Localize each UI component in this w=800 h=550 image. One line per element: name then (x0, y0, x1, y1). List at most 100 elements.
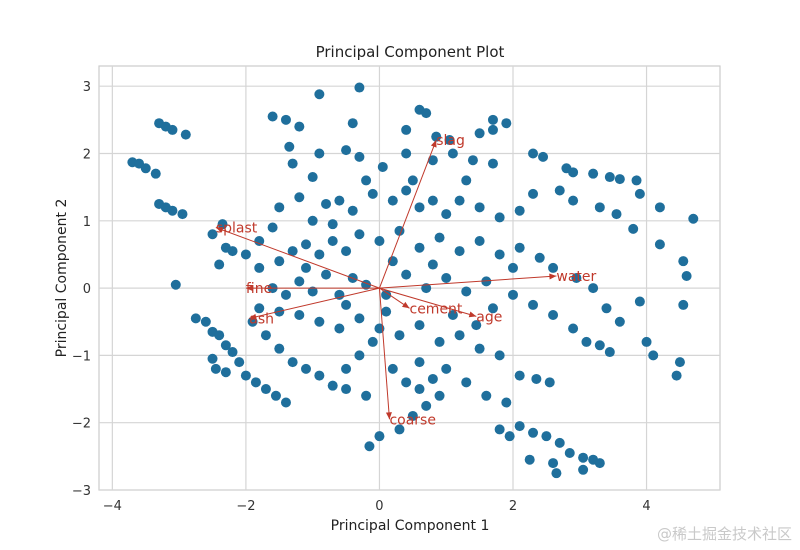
data-point (588, 168, 599, 179)
data-point (528, 427, 539, 438)
data-point (287, 158, 298, 169)
data-point (541, 431, 552, 442)
data-point (220, 340, 231, 351)
y-tick-label: 1 (83, 215, 91, 230)
data-point (401, 124, 412, 135)
data-point (364, 441, 375, 452)
data-point (361, 175, 372, 186)
data-point (594, 340, 605, 351)
vector-cement-arrowhead (402, 301, 410, 309)
data-point (421, 283, 432, 294)
data-point (427, 195, 438, 206)
data-point (314, 148, 325, 159)
data-point (514, 242, 525, 253)
data-point (528, 188, 539, 199)
data-point (467, 155, 478, 166)
data-point (454, 195, 465, 206)
data-point (578, 464, 589, 475)
data-point (177, 209, 188, 220)
y-tick-labels: −3 −2 −1 0 1 2 3 (72, 80, 91, 499)
data-point (531, 373, 542, 384)
data-point (594, 458, 605, 469)
data-point (551, 468, 562, 479)
vector-coarse-arrowhead (385, 412, 392, 420)
data-point (227, 246, 238, 257)
data-point (341, 363, 352, 374)
data-point (427, 155, 438, 166)
vector-water-arrowhead (549, 273, 557, 280)
data-point (341, 299, 352, 310)
vector-cement-label: cement (410, 301, 463, 317)
data-point (514, 205, 525, 216)
data-point (487, 158, 498, 169)
data-point (494, 350, 505, 361)
data-point (461, 175, 472, 186)
data-point (250, 377, 261, 388)
data-point (648, 350, 659, 361)
data-point (314, 249, 325, 260)
data-point (140, 163, 151, 174)
x-tick-label: 0 (375, 499, 383, 514)
data-point (414, 384, 425, 395)
data-point (581, 336, 592, 347)
data-point (354, 229, 365, 240)
data-point (254, 262, 265, 273)
data-point (214, 259, 225, 270)
data-point (207, 353, 218, 364)
data-point (307, 215, 318, 226)
data-point (401, 185, 412, 196)
data-point (538, 151, 549, 162)
y-tick-label: −1 (72, 349, 91, 364)
data-point (444, 135, 455, 146)
data-point (454, 246, 465, 257)
x-tick-labels: −4 −2 0 2 4 (103, 499, 651, 514)
data-point (481, 390, 492, 401)
data-point (274, 343, 285, 354)
data-point (614, 316, 625, 327)
data-point (341, 246, 352, 257)
data-point (524, 454, 535, 465)
data-point (487, 303, 498, 314)
watermark: @稀土掘金技术社区 (656, 525, 792, 543)
data-point (681, 270, 692, 281)
data-point (654, 239, 665, 250)
data-point (431, 131, 442, 142)
vector-splast-label: splast (216, 221, 258, 237)
data-point (374, 235, 385, 246)
data-point (294, 310, 305, 321)
data-point (260, 330, 271, 341)
data-point (447, 148, 458, 159)
y-axis-label: Principal Component 2 (54, 199, 70, 358)
data-point (568, 323, 579, 334)
data-point (361, 390, 372, 401)
data-point (354, 151, 365, 162)
loading-vectors: slag splast water fine ash cement age coarse (215, 133, 597, 428)
data-point (414, 202, 425, 213)
data-point (327, 380, 338, 391)
data-point (504, 431, 515, 442)
vector-water-arrow (379, 275, 557, 289)
chart-title: Principal Component Plot (316, 43, 505, 61)
data-point (327, 219, 338, 230)
data-point (387, 363, 398, 374)
data-point (474, 343, 485, 354)
data-point (474, 202, 485, 213)
x-tick-label: −4 (103, 499, 122, 514)
data-point (447, 310, 458, 321)
vector-fine-arrowhead (245, 285, 253, 292)
data-point (314, 370, 325, 381)
data-point (568, 167, 579, 178)
data-point (654, 202, 665, 213)
data-point (394, 330, 405, 341)
vector-water-label: water (556, 269, 596, 285)
data-point (678, 299, 689, 310)
data-point (441, 273, 452, 283)
data-point (688, 213, 699, 224)
data-point (280, 289, 291, 300)
data-point (588, 283, 599, 294)
data-point (571, 273, 582, 283)
data-point (474, 128, 485, 139)
data-point (254, 235, 265, 246)
data-point (548, 458, 559, 469)
data-point (441, 363, 452, 374)
